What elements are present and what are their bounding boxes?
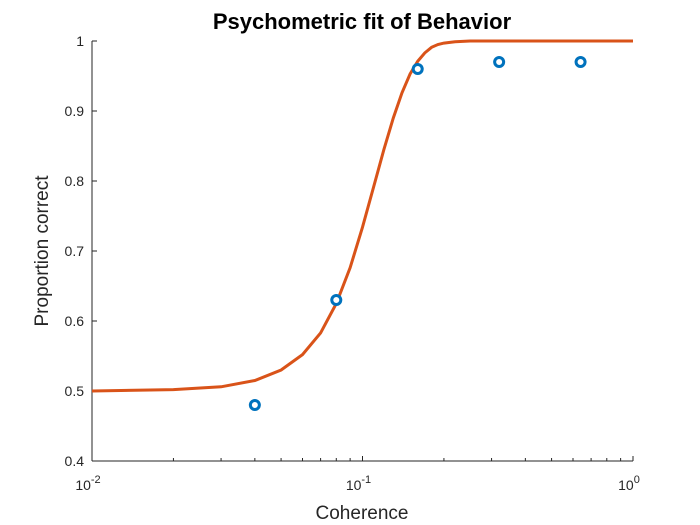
x-tick-label: 10-1 [346, 474, 371, 493]
plot-area: 10-2 10-1 100 0.4 0.5 0.6 0.7 0.8 0.9 1 [65, 33, 640, 493]
data-point [411, 63, 424, 75]
data-point [493, 56, 506, 68]
y-tick-label: 0.4 [65, 453, 85, 469]
y-ticks: 0.4 0.5 0.6 0.7 0.8 0.9 1 [65, 33, 97, 469]
fit-curve [91, 39, 633, 393]
data-point [330, 294, 343, 306]
y-tick-label: 0.5 [65, 383, 85, 399]
x-axis-label: Coherence [316, 503, 409, 524]
series-layer [91, 39, 633, 411]
chart-title: Psychometric fit of Behavior [213, 9, 512, 34]
y-tick-label: 0.7 [65, 243, 85, 259]
y-tick-label: 1 [76, 33, 84, 49]
y-tick-label: 0.8 [65, 173, 85, 189]
y-tick-label: 0.6 [65, 313, 85, 329]
data-point [248, 399, 261, 411]
y-axis-label: Proportion correct [32, 175, 53, 327]
x-ticks: 10-2 10-1 100 [75, 456, 640, 493]
data-point [574, 56, 587, 68]
y-tick-label: 0.9 [65, 103, 85, 119]
x-tick-label: 10-2 [75, 474, 100, 493]
x-tick-label: 100 [618, 474, 640, 493]
